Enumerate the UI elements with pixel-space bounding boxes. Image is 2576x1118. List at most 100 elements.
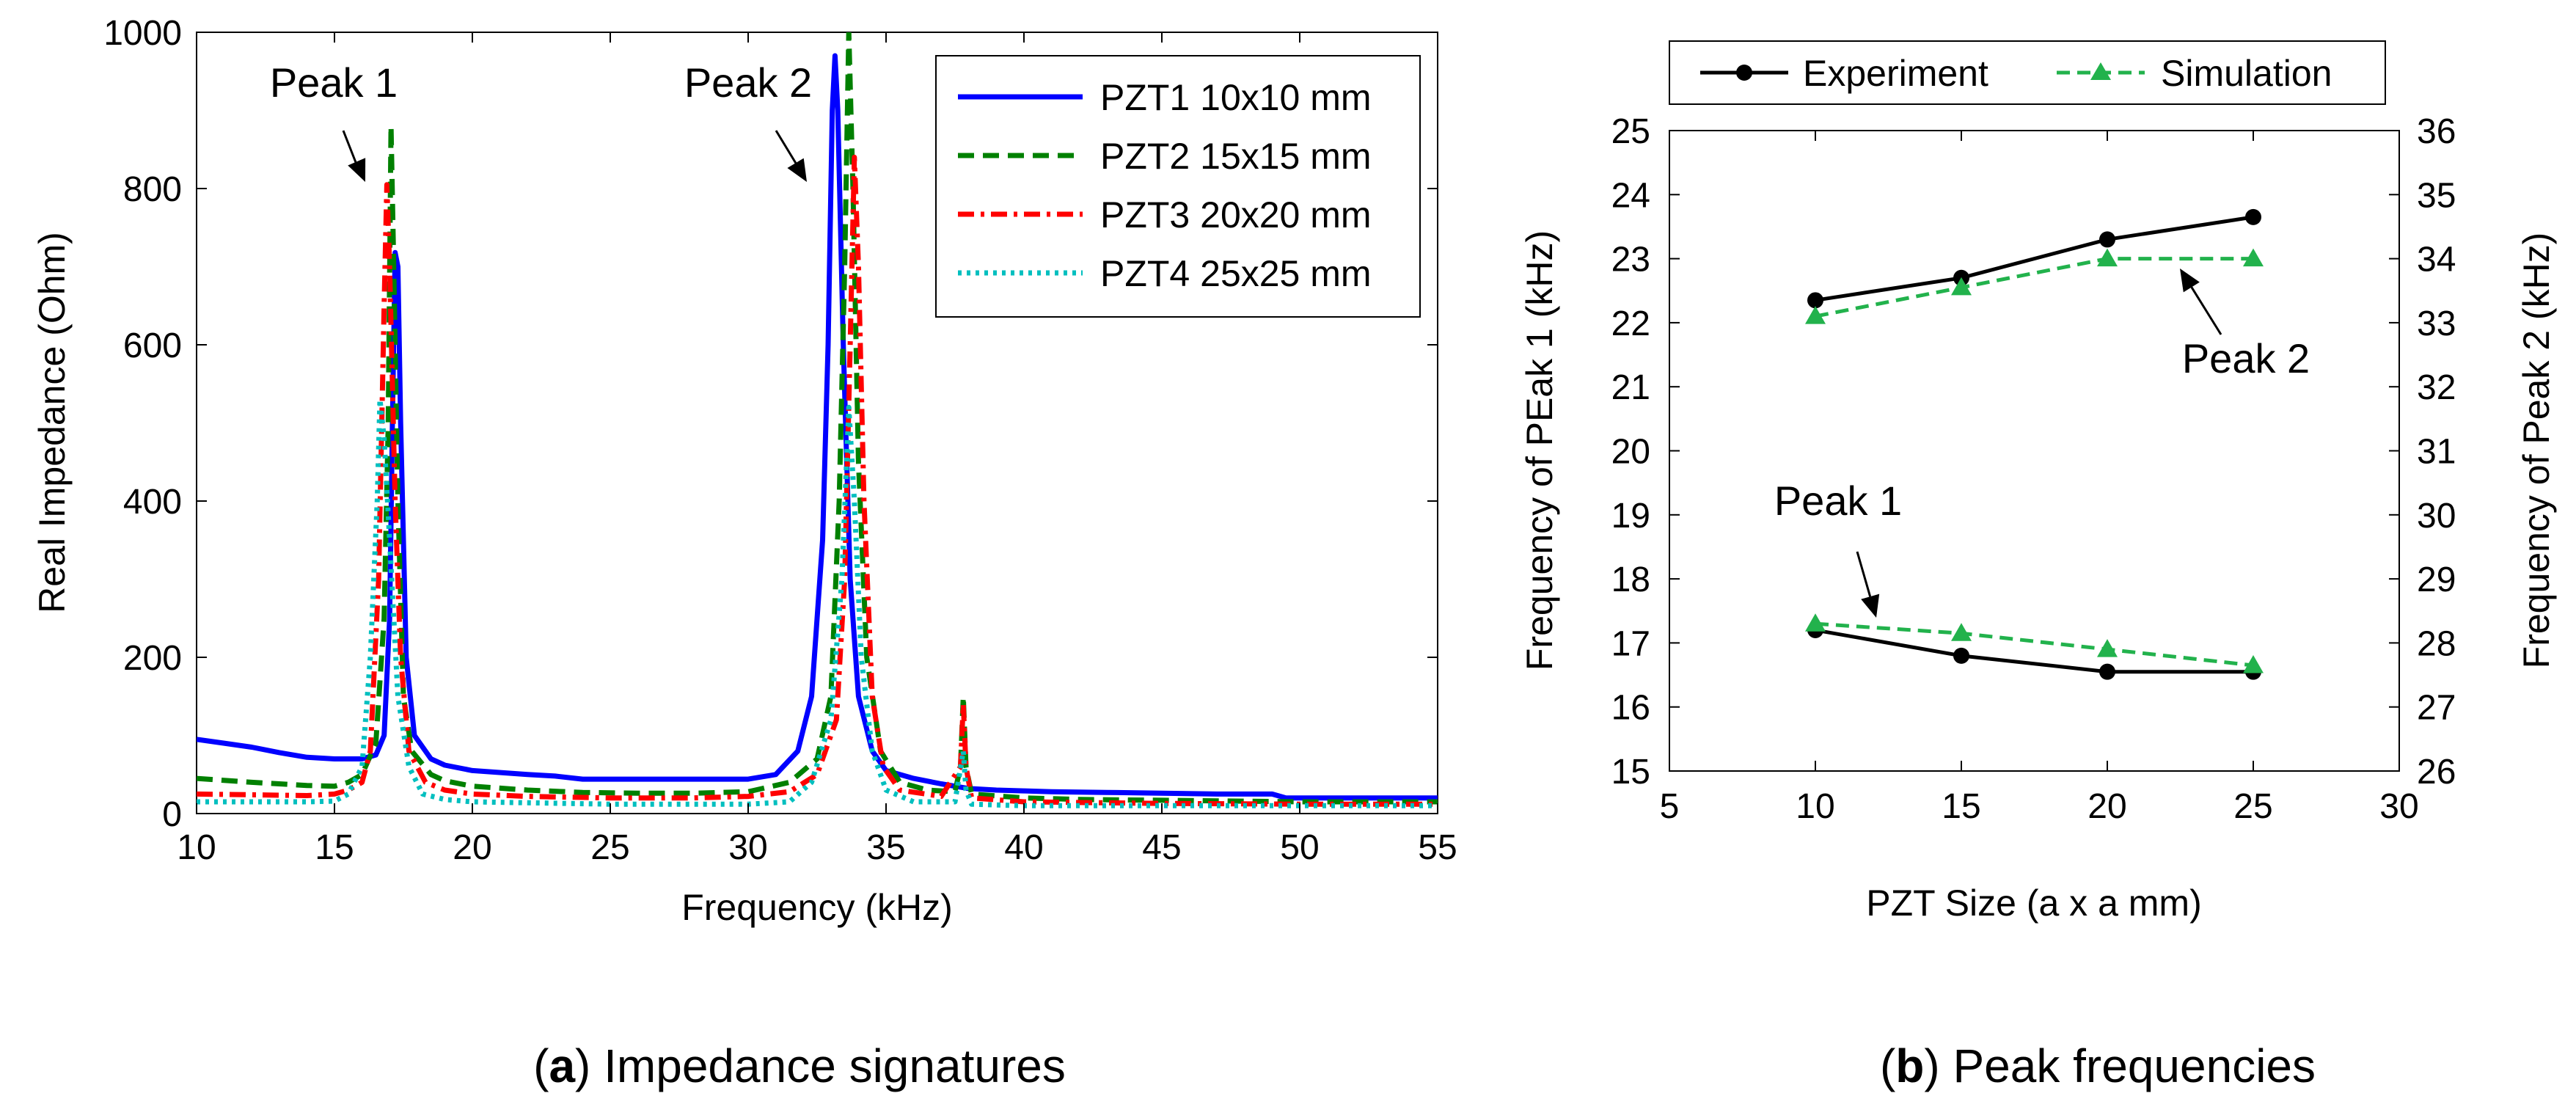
chart-b-y-tick-label: 15 <box>1611 753 1650 792</box>
chart-b-y-tick-label-right: 34 <box>2417 241 2456 280</box>
chart-a: 10 15 20 25 30 35 40 45 50 55 0 200 400 600 800 1000 Fr… <box>32 14 1457 1092</box>
chart-b-annotation-arrowhead-1 <box>1861 593 1880 618</box>
chart-a-x-tick-label: 25 <box>590 828 629 867</box>
chart-b-x-tick-label: 15 <box>1942 787 1980 826</box>
chart-b-point-2-1 <box>1805 613 1826 632</box>
chart-b-x-tick-label: 25 <box>2233 787 2272 826</box>
chart-a-x-tick-label: 55 <box>1418 828 1457 867</box>
chart-b: 5 10 15 20 25 30 15 16 17 18 19 20 21 22 23 24 25 26 27 28 2… <box>1519 40 2557 1092</box>
chart-b-series-line-4 <box>1815 257 2253 318</box>
chart-a-annotation-arrowhead-2 <box>787 158 807 182</box>
chart-b-y-tick-label: 17 <box>1611 624 1650 663</box>
chart-b-y-tick-label: 19 <box>1611 497 1650 536</box>
chart-b-legend-marker-experiment <box>1736 65 1752 81</box>
chart-a-legend-label-1: PZT1 10x10 mm <box>1100 77 1372 118</box>
chart-a-x-tick-label: 35 <box>866 828 905 867</box>
chart-b-legend-marker-simulation <box>2090 62 2111 80</box>
chart-b-x-tick-label: 20 <box>2087 787 2126 826</box>
chart-a-y-tick-label: 800 <box>123 170 182 209</box>
chart-b-point-4-4 <box>2243 248 2264 267</box>
chart-b-annotation-arrowhead-2 <box>2180 268 2200 293</box>
chart-a-series-line-1 <box>197 53 1438 801</box>
chart-b-y-axis-label-left: Frequency of PEak 1 (kHz) <box>1519 230 1560 671</box>
chart-b-y-tick-label-right: 33 <box>2417 304 2456 343</box>
chart-b-y-tick-label: 18 <box>1611 560 1650 599</box>
chart-b-x-tick-label: 30 <box>2379 787 2418 826</box>
chart-a-y-tick-label: 0 <box>162 795 182 834</box>
chart-a-annotation-arrowhead-1 <box>348 158 366 182</box>
chart-b-y-tick-label: 23 <box>1611 241 1650 280</box>
chart-b-series-line-2 <box>1815 621 2254 668</box>
chart-b-legend-label-experiment: Experiment <box>1803 53 1988 94</box>
chart-b-point-2-2 <box>1951 623 1972 641</box>
chart-a-x-tick-label: 20 <box>453 828 491 867</box>
chart-b-caption: (b) Peak frequencies <box>1880 1040 2316 1092</box>
chart-b-y-tick-label-right: 32 <box>2417 368 2456 407</box>
chart-a-x-tick-label: 15 <box>315 828 354 867</box>
chart-b-annotation-arrow-2 <box>2190 286 2222 335</box>
chart-a-series-line-3 <box>197 154 1438 807</box>
chart-b-y-tick-label-right: 31 <box>2417 433 2456 472</box>
chart-b-point-1-2 <box>1953 647 1969 664</box>
chart-a-series-line-4 <box>197 397 1438 808</box>
chart-a-legend-label-3: PZT3 20x20 mm <box>1100 194 1372 235</box>
chart-a-caption-text: Impedance signatures <box>590 1040 1066 1092</box>
chart-b-x-tick-label: 5 <box>1660 787 1680 826</box>
chart-a-legend-label-4: PZT4 25x25 mm <box>1100 253 1372 294</box>
chart-a-legend-label-2: PZT2 15x15 mm <box>1100 136 1372 177</box>
chart-b-y-tick-label: 16 <box>1611 689 1650 728</box>
chart-a-y-tick-label: 400 <box>123 483 182 522</box>
chart-b-legend-box <box>1669 40 2386 105</box>
chart-a-x-tick-label: 10 <box>177 828 216 867</box>
chart-b-series-line-3 <box>1815 215 2254 302</box>
chart-b-annotation-label-1: Peak 1 <box>1774 478 1902 524</box>
chart-a-caption-letter: a <box>549 1040 575 1092</box>
chart-a-x-tick-label: 40 <box>1004 828 1043 867</box>
chart-b-point-2-3 <box>2097 639 2118 657</box>
chart-a-x-tick-label: 45 <box>1142 828 1181 867</box>
chart-b-point-3-1 <box>1807 292 1823 309</box>
chart-a-x-tick-label: 50 <box>1280 828 1319 867</box>
chart-a-annotation-label-2: Peak 2 <box>684 59 812 106</box>
chart-a-annotation-label-1: Peak 1 <box>270 59 398 106</box>
chart-a-x-tick-label: 30 <box>728 828 767 867</box>
chart-b-y-tick-label-right: 36 <box>2417 112 2456 151</box>
chart-b-annotation-label-2: Peak 2 <box>2182 335 2310 381</box>
chart-b-point-4-2 <box>1951 277 1972 296</box>
chart-b-y-tick-label: 22 <box>1611 304 1650 343</box>
chart-b-legend-label-simulation: Simulation <box>2161 53 2332 94</box>
chart-b-x-axis-label: PZT Size (a x a mm) <box>1866 883 2201 924</box>
chart-b-plot-area <box>1669 130 2400 772</box>
chart-b-y-tick-label-right: 35 <box>2417 176 2456 215</box>
chart-b-y-tick-label: 25 <box>1611 112 1650 151</box>
chart-b-point-4-1 <box>1805 306 1826 324</box>
chart-b-y-tick-label-right: 28 <box>2417 624 2456 663</box>
chart-b-y-tick-label-right: 29 <box>2417 560 2456 599</box>
chart-b-point-2-4 <box>2243 654 2264 673</box>
chart-b-point-4-3 <box>2097 248 2118 267</box>
chart-b-point-1-3 <box>2099 663 2115 680</box>
chart-a-legend: PZT1 10x10 mm PZT2 15x15 mm PZT3 20x20 mm P… <box>935 55 1421 318</box>
chart-b-point-3-3 <box>2099 231 2115 248</box>
chart-a-x-axis-label: Frequency (kHz) <box>681 887 953 928</box>
chart-b-y-tick-label: 21 <box>1611 368 1650 407</box>
chart-a-y-axis-label: Real Impedance (Ohm) <box>32 232 73 613</box>
chart-b-y-axis-label-right: Frequency of Peak 2 (kHz) <box>2516 233 2557 669</box>
chart-a-y-tick-label: 1000 <box>103 14 182 53</box>
chart-b-annotation-arrow-1 <box>1856 551 1872 597</box>
chart-b-caption-letter: b <box>1895 1040 1924 1092</box>
chart-b-caption-text: Peak frequencies <box>1940 1040 2316 1092</box>
chart-a-caption: (a) Impedance signatures <box>533 1040 1066 1092</box>
chart-b-y-tick-label-right: 26 <box>2417 753 2456 792</box>
chart-b-y-tick-label-right: 27 <box>2417 689 2456 728</box>
chart-b-y-tick-label: 20 <box>1611 433 1650 472</box>
chart-a-y-tick-label: 600 <box>123 326 182 365</box>
chart-b-y-tick-label-right: 30 <box>2417 497 2456 536</box>
chart-a-y-tick-label: 200 <box>123 639 182 678</box>
chart-b-x-tick-label: 10 <box>1796 787 1834 826</box>
chart-b-y-tick-label: 24 <box>1611 176 1650 215</box>
chart-b-series-line-1 <box>1815 628 2253 674</box>
chart-b-legend: Experiment Simulation <box>1669 40 2386 105</box>
chart-b-point-3-4 <box>2245 208 2261 225</box>
